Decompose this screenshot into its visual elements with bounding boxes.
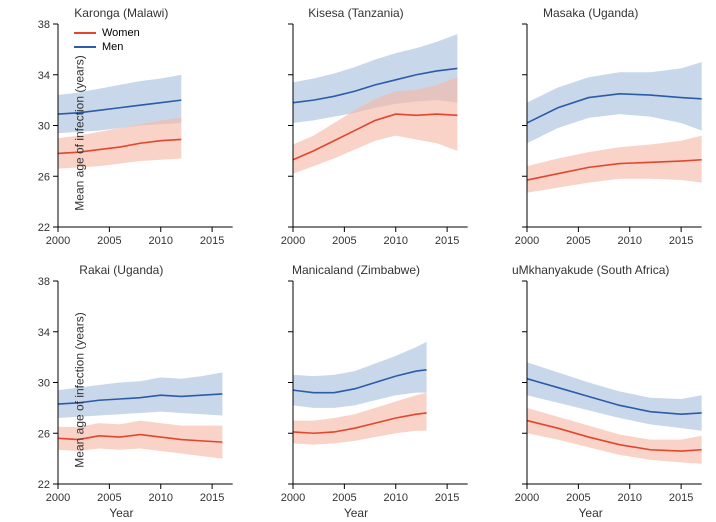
panel-svg: 2000 2005 2010 2015 xyxy=(239,261,474,518)
y-tick-label: 38 xyxy=(38,19,50,31)
x-tick-label: 2000 xyxy=(280,492,304,504)
x-tick-label: 2010 xyxy=(149,235,173,247)
x-tick-label: 2005 xyxy=(97,235,121,247)
y-tick-label: 30 xyxy=(38,378,50,390)
x-tick-label: 2000 xyxy=(515,235,539,247)
panel-svg: 2000 2005 2010 2015 xyxy=(473,261,708,518)
men-ci-band xyxy=(293,342,427,408)
x-tick-label: 2015 xyxy=(435,235,459,247)
panel-svg: 22 26 30 34 38 2000 2005 2010 2015 xyxy=(4,261,239,518)
x-tick-label: 2005 xyxy=(332,492,356,504)
panel-title: Karonga (Malawi) xyxy=(4,6,239,20)
y-tick-label: 34 xyxy=(38,327,50,339)
panel-svg: 2000 2005 2010 2015 xyxy=(239,4,474,261)
panel: Karonga (Malawi) Mean age of infection (y… xyxy=(4,4,239,261)
legend-item: Women xyxy=(74,26,140,40)
x-tick-label: 2005 xyxy=(332,235,356,247)
x-tick-label: 2005 xyxy=(566,235,590,247)
x-axis-label: Year xyxy=(239,506,474,520)
panel-title: Kisesa (Tanzania) xyxy=(239,6,474,20)
panel: Kisesa (Tanzania) 2000 2005 2010 2015 xyxy=(239,4,474,261)
y-tick-label: 30 xyxy=(38,121,50,133)
panel: Rakai (Uganda) Mean age of infection (yea… xyxy=(4,261,239,518)
panel: uMkhanyakude (South Africa)Year200020052… xyxy=(473,261,708,518)
panel-title: uMkhanyakude (South Africa) xyxy=(473,263,708,277)
panel-title: Masaka (Uganda) xyxy=(473,6,708,20)
x-tick-label: 2000 xyxy=(515,492,539,504)
x-tick-label: 2000 xyxy=(46,235,70,247)
x-tick-label: 2000 xyxy=(280,235,304,247)
y-axis-label: Mean age of infection (years) xyxy=(73,312,87,467)
panel: Masaka (Uganda) 2000 2005 2010 2015 xyxy=(473,4,708,261)
legend-item: Men xyxy=(74,40,140,54)
legend-label: Men xyxy=(102,41,123,53)
x-tick-label: 2015 xyxy=(669,492,693,504)
panel-title: Manicaland (Zimbabwe) xyxy=(239,263,474,277)
y-tick-label: 34 xyxy=(38,70,50,82)
x-tick-label: 2015 xyxy=(200,492,224,504)
x-tick-label: 2015 xyxy=(669,235,693,247)
panel: Manicaland (Zimbabwe) Year 2000 2005 2010 201… xyxy=(239,261,474,518)
legend: Women Men xyxy=(74,26,140,54)
x-tick-label: 2005 xyxy=(566,492,590,504)
y-tick-label: 22 xyxy=(38,222,50,234)
men-ci-band xyxy=(527,62,702,143)
panel-title: Rakai (Uganda) xyxy=(4,263,239,277)
y-tick-label: 22 xyxy=(38,479,50,491)
x-tick-label: 2010 xyxy=(618,235,642,247)
x-tick-label: 2010 xyxy=(618,492,642,504)
x-tick-label: 2010 xyxy=(383,492,407,504)
x-axis-label: Year xyxy=(473,506,708,520)
x-axis-label: Year xyxy=(4,506,239,520)
y-tick-label: 26 xyxy=(38,428,50,440)
legend-label: Women xyxy=(102,27,140,39)
x-tick-label: 2000 xyxy=(46,492,70,504)
y-tick-label: 26 xyxy=(38,171,50,183)
legend-swatch xyxy=(74,46,96,48)
x-tick-label: 2010 xyxy=(383,235,407,247)
legend-swatch xyxy=(74,32,96,34)
x-tick-label: 2005 xyxy=(97,492,121,504)
panel-grid: Karonga (Malawi) Mean age of infection (y… xyxy=(0,0,716,522)
x-tick-label: 2010 xyxy=(149,492,173,504)
y-tick-label: 38 xyxy=(38,276,50,288)
x-tick-label: 2015 xyxy=(200,235,224,247)
panel-svg: 2000 2005 2010 2015 xyxy=(473,4,708,261)
y-axis-label: Mean age of infection (years) xyxy=(73,55,87,210)
figure: Karonga (Malawi) Mean age of infection (y… xyxy=(0,0,716,522)
x-tick-label: 2015 xyxy=(435,492,459,504)
